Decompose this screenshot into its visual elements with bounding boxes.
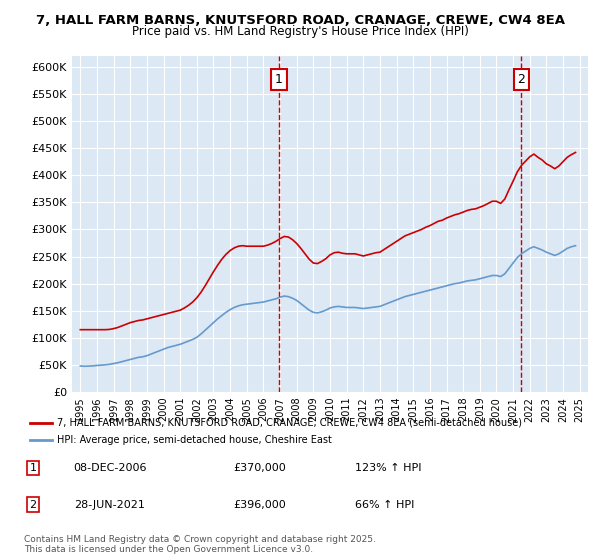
Text: £396,000: £396,000	[234, 500, 287, 510]
Text: 123% ↑ HPI: 123% ↑ HPI	[355, 463, 422, 473]
Text: 1: 1	[275, 73, 283, 86]
Text: 7, HALL FARM BARNS, KNUTSFORD ROAD, CRANAGE, CREWE, CW4 8EA (semi-detached house: 7, HALL FARM BARNS, KNUTSFORD ROAD, CRAN…	[57, 418, 522, 428]
Text: HPI: Average price, semi-detached house, Cheshire East: HPI: Average price, semi-detached house,…	[57, 435, 332, 445]
Text: 28-JUN-2021: 28-JUN-2021	[74, 500, 145, 510]
Text: Price paid vs. HM Land Registry's House Price Index (HPI): Price paid vs. HM Land Registry's House …	[131, 25, 469, 38]
Text: 08-DEC-2006: 08-DEC-2006	[74, 463, 147, 473]
Text: 7, HALL FARM BARNS, KNUTSFORD ROAD, CRANAGE, CREWE, CW4 8EA: 7, HALL FARM BARNS, KNUTSFORD ROAD, CRAN…	[35, 14, 565, 27]
Text: £370,000: £370,000	[234, 463, 287, 473]
Text: 1: 1	[29, 463, 37, 473]
Text: Contains HM Land Registry data © Crown copyright and database right 2025.
This d: Contains HM Land Registry data © Crown c…	[24, 535, 376, 554]
Text: 2: 2	[517, 73, 526, 86]
Text: 2: 2	[29, 500, 37, 510]
Text: 66% ↑ HPI: 66% ↑ HPI	[355, 500, 415, 510]
